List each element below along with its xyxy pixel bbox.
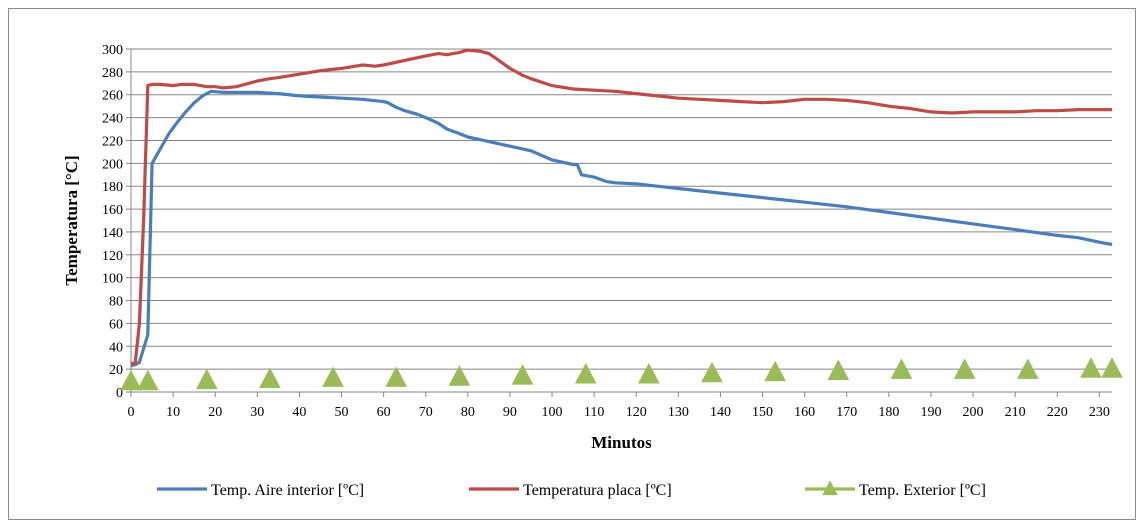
x-tick-label: 140 xyxy=(710,405,731,420)
y-tick-label: 140 xyxy=(102,226,123,241)
x-tick-label: 90 xyxy=(503,405,517,420)
series-exterior-marker xyxy=(764,360,787,382)
y-tick-label: 240 xyxy=(102,112,123,127)
legend-marker xyxy=(822,480,838,496)
legend-label: Temp. Aire interior [ºC] xyxy=(211,482,364,499)
series-exterior-marker xyxy=(137,369,159,391)
y-tick-label: 100 xyxy=(102,272,123,287)
y-tick-label: 180 xyxy=(102,180,123,195)
series-exterior-marker xyxy=(890,358,913,379)
y-tick-label: 260 xyxy=(102,89,123,104)
series-exterior-marker xyxy=(511,364,534,385)
series-layer xyxy=(120,48,1123,391)
x-tick-label: 200 xyxy=(963,405,984,420)
x-tick-label: 210 xyxy=(1005,405,1026,420)
series-exterior-marker xyxy=(701,361,723,383)
x-tick-label: 190 xyxy=(920,405,941,420)
series-exterior-marker xyxy=(385,366,408,387)
x-tick-label: 220 xyxy=(1047,405,1068,420)
series-exterior-marker xyxy=(1101,357,1123,378)
x-tick-label: 160 xyxy=(794,405,815,420)
series-exterior-marker xyxy=(574,362,597,384)
x-tick-label: 100 xyxy=(542,405,563,420)
y-tick-label: 280 xyxy=(102,66,123,81)
y-tick-label: 300 xyxy=(102,43,123,58)
x-tick-label: 180 xyxy=(878,405,899,420)
x-tick-label: 80 xyxy=(461,405,475,420)
series-exterior-marker xyxy=(827,359,850,381)
x-tick-label: 20 xyxy=(208,405,222,420)
series-exterior-marker xyxy=(259,367,281,389)
x-tick-label: 120 xyxy=(626,405,647,420)
gridlines xyxy=(131,48,1112,393)
y-tick-label: 200 xyxy=(102,157,123,172)
x-tick-label: 110 xyxy=(584,405,604,420)
series-exterior-marker xyxy=(1016,358,1039,379)
y-tick-label: 0 xyxy=(116,386,123,401)
series-exterior-marker xyxy=(322,366,344,387)
series-exterior-marker xyxy=(953,358,976,379)
y-tick-label: 220 xyxy=(102,134,123,149)
y-tick-label: 60 xyxy=(109,317,123,332)
x-tick-label: 170 xyxy=(836,405,857,420)
y-tick-label: 20 xyxy=(109,363,123,378)
series-exterior-marker xyxy=(448,365,471,386)
series-exterior-marker xyxy=(120,369,142,391)
x-axis-title: Minutos xyxy=(591,433,652,452)
x-tick-label: 150 xyxy=(752,405,773,420)
y-axis-title: Temperatura [°C] xyxy=(62,155,81,285)
x-tick-label: 60 xyxy=(377,405,391,420)
y-tick-label: 160 xyxy=(102,203,123,218)
series-line-1 xyxy=(131,48,1112,365)
y-tick-label: 40 xyxy=(109,340,123,355)
legend: Temp. Aire interior [ºC] Temperatura plac… xyxy=(157,480,986,499)
x-tick-label: 70 xyxy=(419,405,433,420)
series-exterior-marker xyxy=(195,368,218,390)
x-tick-label: 0 xyxy=(128,405,135,420)
y-tick-label: 80 xyxy=(109,295,123,310)
x-tick-label: 50 xyxy=(335,405,349,420)
series-exterior-marker xyxy=(1080,357,1102,378)
x-tick-label: 40 xyxy=(292,405,306,420)
legend-label: Temperatura placa [ºC] xyxy=(523,482,672,499)
x-tick-label: 230 xyxy=(1089,405,1110,420)
x-tick-label: 130 xyxy=(668,405,689,420)
series-line-0 xyxy=(130,89,1113,368)
line-chart: 0204060801001201401601802002202402602803… xyxy=(62,43,1123,499)
chart-frame: 0 20 40 60 80 100 120 140 160 180 200 220 240 260 280 3… xyxy=(8,8,1136,520)
legend-label: Temp. Exterior [ºC] xyxy=(859,482,986,499)
x-tick-label: 30 xyxy=(250,405,264,420)
series-exterior-marker xyxy=(638,362,660,384)
y-tick-label: 120 xyxy=(102,249,123,264)
axes: 0204060801001201401601802002202402602803… xyxy=(102,43,1110,420)
x-tick-label: 10 xyxy=(166,405,180,420)
